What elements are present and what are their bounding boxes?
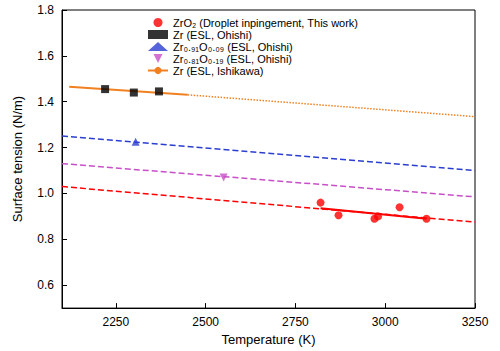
svg-text:1.8: 1.8 (37, 3, 54, 17)
svg-text:3250: 3250 (462, 315, 489, 329)
svg-text:Surface tension (N/m): Surface tension (N/m) (10, 96, 25, 222)
svg-text:2250: 2250 (103, 315, 130, 329)
svg-text:Zr (ESL, Ishikawa): Zr (ESL, Ishikawa) (173, 65, 263, 77)
svg-text:1.6: 1.6 (37, 49, 54, 63)
svg-text:0.8: 0.8 (37, 232, 54, 246)
svg-text:Zr₀.₉₁O₀.₀₉ (ESL, Ohishi): Zr₀.₉₁O₀.₀₉ (ESL, Ohishi) (173, 41, 293, 53)
svg-text:1.2: 1.2 (37, 141, 54, 155)
svg-text:2750: 2750 (282, 315, 309, 329)
svg-text:Temperature (K): Temperature (K) (222, 332, 316, 347)
svg-text:1.0: 1.0 (37, 186, 54, 200)
svg-text:2500: 2500 (192, 315, 219, 329)
svg-text:Zr (ESL, Ohishi): Zr (ESL, Ohishi) (173, 29, 252, 41)
svg-text:0.6: 0.6 (37, 278, 54, 292)
svg-text:ZrO₂ (Droplet inpingement, Thi: ZrO₂ (Droplet inpingement, This work) (173, 17, 358, 29)
svg-text:Zr₀.₈₁O₀.₁₉ (ESL, Ohishi): Zr₀.₈₁O₀.₁₉ (ESL, Ohishi) (173, 53, 292, 65)
svg-text:3000: 3000 (372, 315, 399, 329)
svg-text:1.4: 1.4 (37, 95, 54, 109)
